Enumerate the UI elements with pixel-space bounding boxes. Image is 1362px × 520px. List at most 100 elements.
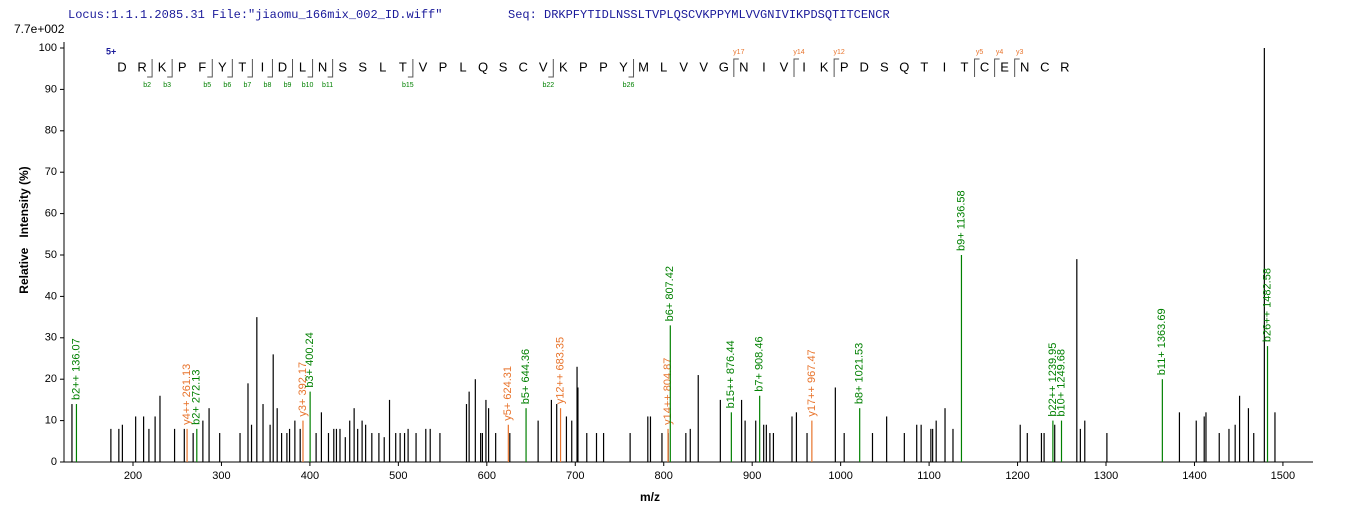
x-tick-label: 1300 <box>1094 470 1118 482</box>
residue: T <box>238 59 246 74</box>
ion-label: b15++ 876.44 <box>725 340 737 408</box>
y-bracket <box>733 58 739 77</box>
y-bracket <box>1014 58 1020 77</box>
locus: Locus:1.1.1.2085.31 File:"jiaomu_166mix_… <box>68 8 442 22</box>
residue: N <box>1020 59 1029 74</box>
x-tick-label: 1400 <box>1182 470 1206 482</box>
residue: D <box>860 59 869 74</box>
residue: V <box>539 59 548 74</box>
residue: K <box>158 59 167 74</box>
x-tick-label: 900 <box>743 470 761 482</box>
b-ion-label: b9 <box>284 82 292 89</box>
residue: T <box>920 59 928 74</box>
ion-label: y17++ 967.47 <box>806 349 818 416</box>
ion-label: b5+ 644.36 <box>520 349 532 404</box>
y-bracket <box>994 58 1000 77</box>
residue: R <box>1060 59 1069 74</box>
b-bracket <box>267 59 273 78</box>
b-ion-label: b22 <box>542 82 554 89</box>
y-tick-label: 40 <box>45 290 57 302</box>
residue: I <box>943 59 947 74</box>
residue: P <box>178 59 187 74</box>
b-ion-label: b2 <box>143 82 151 89</box>
b-bracket <box>327 59 334 78</box>
b-bracket <box>247 59 253 78</box>
residue: T <box>961 59 969 74</box>
b-ion-label: b8 <box>264 82 272 89</box>
residue: K <box>559 59 568 74</box>
ion-label: b2+ 272.13 <box>191 370 203 425</box>
x-tick-label: 700 <box>566 470 584 482</box>
y-tick-label: 100 <box>39 42 57 54</box>
residue: Y <box>619 59 628 74</box>
y-ion-label: y14 <box>793 49 804 56</box>
residue: Y <box>218 59 227 74</box>
residue: P <box>579 59 588 74</box>
ion-label: y4++ 261.13 <box>181 364 193 425</box>
b-ion-label: b10 <box>302 82 314 89</box>
ion-label: b26++ 1482.58 <box>1261 268 1273 342</box>
x-tick-label: 200 <box>124 470 142 482</box>
y-tick-label: 80 <box>45 125 57 137</box>
residue: C <box>519 59 528 74</box>
y-tick-label: 70 <box>45 166 57 178</box>
residue: L <box>660 59 667 74</box>
y-ion-label: y5 <box>976 49 984 56</box>
x-tick-label: 300 <box>212 470 230 482</box>
residue: I <box>762 59 766 74</box>
ion-label: b6+ 807.42 <box>664 266 676 321</box>
y-tick-label: 0 <box>51 456 57 468</box>
residue: Q <box>899 59 909 74</box>
y-ion-label: y4 <box>996 49 1004 56</box>
ion-label: b7+ 908.46 <box>754 336 766 391</box>
ion-label: b2++ 136.07 <box>70 338 82 400</box>
residue: L <box>299 59 306 74</box>
residue: V <box>780 59 789 74</box>
ion-label: b3+ 400.24 <box>304 332 316 387</box>
b-ion-label: b11 <box>322 82 333 89</box>
b-ion-label: b7 <box>243 82 251 89</box>
residue: P <box>439 59 448 74</box>
scale-label: 7.7e+002 <box>14 22 65 36</box>
residue: I <box>261 59 265 74</box>
residue: G <box>719 59 729 74</box>
residue: S <box>338 59 347 74</box>
residue: Q <box>478 59 488 74</box>
residue: V <box>679 59 688 74</box>
y-ion-label: y12 <box>833 49 844 56</box>
residue: I <box>802 59 806 74</box>
y-ion-label: y3 <box>1016 49 1024 56</box>
b-bracket <box>147 59 153 78</box>
ion-label: b8+ 1021.53 <box>854 343 866 404</box>
ion-label: b22++ 1239.95 <box>1047 343 1059 417</box>
b-ion-label: b15 <box>402 82 414 89</box>
x-tick-label: 800 <box>655 470 673 482</box>
y-bracket <box>833 58 840 77</box>
b-bracket <box>227 59 233 78</box>
residue: N <box>739 59 748 74</box>
residue: V <box>419 59 428 74</box>
b-bracket <box>628 59 635 78</box>
x-tick-label: 1100 <box>917 470 941 482</box>
ion-label: b9+ 1136.58 <box>955 190 967 251</box>
x-tick-label: 600 <box>478 470 496 482</box>
b-ion-label: b26 <box>623 82 635 89</box>
b-bracket <box>287 59 294 78</box>
y-axis-label: Relative Intensity (%) <box>17 166 31 293</box>
y-bracket <box>974 58 980 77</box>
x-tick-label: 1200 <box>1005 470 1029 482</box>
b-ion-label: b3 <box>163 82 171 89</box>
residue: E <box>1000 59 1009 74</box>
residue: R <box>137 59 146 74</box>
b-bracket <box>407 59 414 78</box>
y-tick-label: 30 <box>45 332 57 344</box>
residue: V <box>699 59 708 74</box>
y-ion-label: y17 <box>733 49 744 56</box>
residue: N <box>318 59 327 74</box>
x-axis-label: m/z <box>640 490 660 504</box>
residue: L <box>459 59 466 74</box>
ion-label: b10+ 1249.68 <box>1055 349 1067 417</box>
sequence-header: Seq: DRKPFYTIDLNSSLTVPLQSCVKPPYMLVVGNIVI… <box>508 8 890 22</box>
